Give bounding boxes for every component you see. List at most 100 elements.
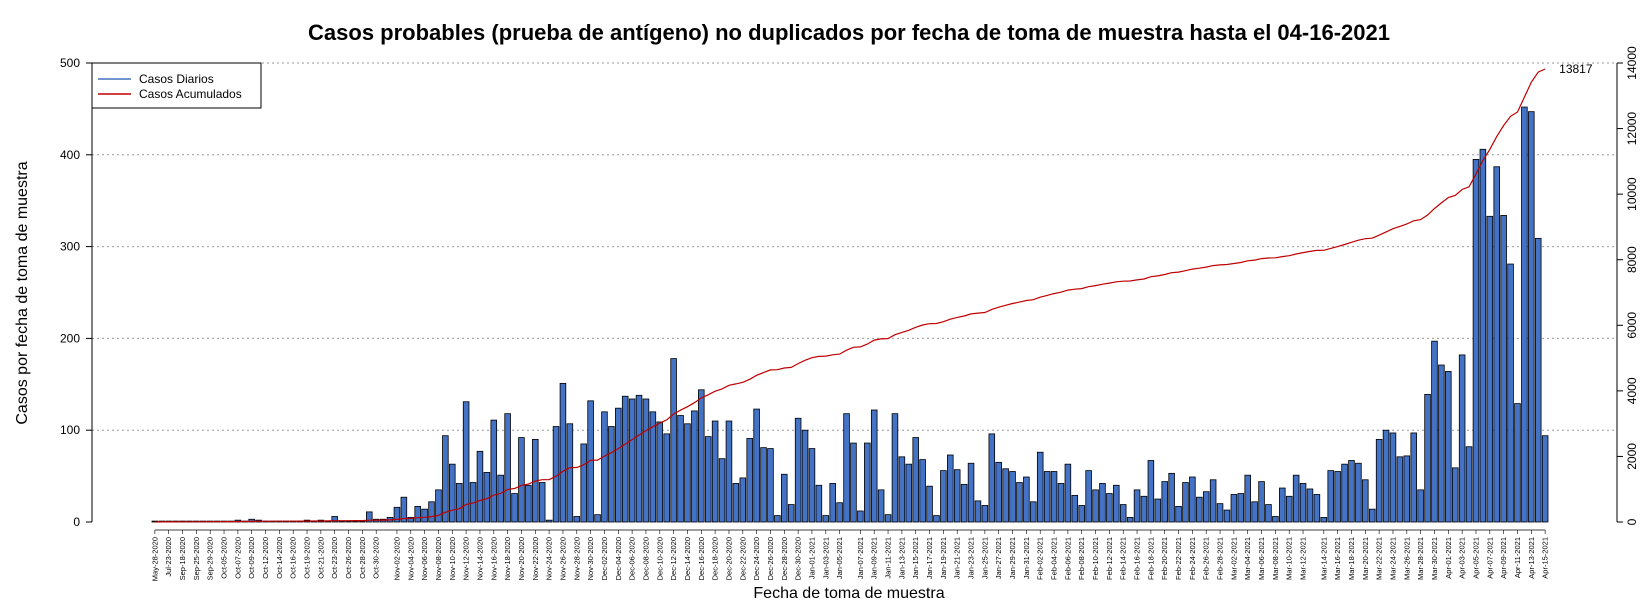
bar xyxy=(1403,455,1411,523)
bar xyxy=(1327,470,1334,523)
bar xyxy=(815,484,823,523)
bar xyxy=(435,489,442,523)
bar xyxy=(808,448,816,523)
bar xyxy=(1362,479,1369,523)
cumulative-end-label: 13817 xyxy=(1559,62,1593,76)
bar xyxy=(1306,488,1314,523)
cumulative-line xyxy=(154,68,1546,523)
x-tick-label: Oct-07-2020 xyxy=(233,537,242,579)
x-tick-label: Dec-02-2020 xyxy=(600,537,609,580)
bar xyxy=(898,456,906,523)
bar xyxy=(1472,158,1480,523)
x-tick-label: Dec-26-2020 xyxy=(766,537,775,580)
bar xyxy=(462,401,470,523)
bar xyxy=(1348,460,1355,523)
x-tick-label: Oct-05-2020 xyxy=(220,537,229,579)
x-tick-label: Mar-20-2021 xyxy=(1361,537,1370,580)
legend-box xyxy=(91,62,262,109)
bar xyxy=(1265,504,1272,523)
bar xyxy=(1161,481,1168,523)
bar xyxy=(974,500,982,523)
bar xyxy=(1168,472,1175,523)
bar xyxy=(953,469,961,523)
x-tick-label: Feb-14-2021 xyxy=(1119,537,1128,580)
x-axis: May-28-2020 Jul-23-2020 Sep-18-2020 Sep-25-… xyxy=(150,529,1550,581)
bar xyxy=(1313,494,1321,523)
bar xyxy=(1244,474,1251,523)
bar xyxy=(704,436,712,523)
bar xyxy=(760,447,767,523)
bar xyxy=(1438,364,1445,523)
x-tick-label: Oct-19-2020 xyxy=(303,537,312,579)
bar xyxy=(691,410,698,523)
x-tick-label: Feb-18-2021 xyxy=(1146,537,1155,580)
x-tick-label: Jan-15-2021 xyxy=(911,537,920,579)
y-axis-title: Casos por fecha de toma de muestra xyxy=(14,161,31,424)
bar xyxy=(1417,489,1424,523)
x-tick-label: Feb-10-2021 xyxy=(1091,537,1100,580)
bar xyxy=(960,483,968,523)
x-tick-label: Feb-26-2021 xyxy=(1202,537,1211,580)
bar xyxy=(1251,501,1258,523)
bar xyxy=(1202,491,1210,523)
x-tick-label: Jan-01-2021 xyxy=(807,537,816,579)
bar xyxy=(684,423,691,523)
bar xyxy=(1216,503,1224,523)
x-tick-label: Nov-20-2020 xyxy=(517,537,526,580)
bar xyxy=(933,515,940,523)
bar xyxy=(331,516,338,523)
bar xyxy=(407,517,415,523)
bar xyxy=(601,411,608,523)
bar xyxy=(1237,493,1245,523)
bar xyxy=(656,421,664,523)
bar xyxy=(940,470,947,523)
right-tick-label: 6000 xyxy=(1625,312,1639,339)
right-tick-label: 4000 xyxy=(1625,377,1639,404)
bar xyxy=(1230,494,1238,523)
x-tick-label: Nov-02-2020 xyxy=(392,537,401,580)
x-tick-label: Dec-16-2020 xyxy=(697,537,706,580)
x-tick-label: Apr-05-2021 xyxy=(1471,537,1480,579)
bar xyxy=(794,417,802,523)
bar xyxy=(449,463,456,523)
x-tick-label: Jan-29-2021 xyxy=(1008,537,1017,579)
x-tick-label: Nov-30-2020 xyxy=(586,537,595,580)
bar xyxy=(981,505,989,523)
x-tick-label: Oct-30-2020 xyxy=(372,537,381,579)
x-tick-label: Jan-17-2021 xyxy=(925,537,934,579)
bar xyxy=(1209,479,1217,523)
bar xyxy=(400,496,408,523)
left-tick-label: 500 xyxy=(60,56,80,70)
bar xyxy=(1451,467,1459,523)
x-tick-label: Oct-21-2020 xyxy=(316,537,325,579)
bar xyxy=(884,514,892,523)
x-tick-label: Feb-02-2021 xyxy=(1036,537,1045,580)
bar xyxy=(428,501,435,523)
x-tick-label: Nov-18-2020 xyxy=(503,537,512,580)
bar xyxy=(1382,429,1390,523)
bar xyxy=(1500,214,1507,523)
bar xyxy=(850,442,857,523)
bar xyxy=(774,515,781,523)
right-tick-label: 8000 xyxy=(1625,246,1639,273)
bar xyxy=(359,520,366,523)
bar xyxy=(1099,483,1106,523)
x-tick-label: Nov-16-2020 xyxy=(489,537,498,580)
bar xyxy=(1043,471,1051,523)
bar xyxy=(822,515,830,523)
bar xyxy=(1258,481,1265,523)
bar xyxy=(1016,482,1023,523)
bar xyxy=(580,443,587,523)
x-tick-label: Oct-14-2020 xyxy=(275,537,284,579)
x-tick-label: Nov-26-2020 xyxy=(558,537,567,580)
x-tick-label: Mar-22-2021 xyxy=(1375,537,1384,580)
x-tick-label: Nov-04-2020 xyxy=(406,537,415,580)
bar xyxy=(995,461,1002,523)
x-tick-label: Apr-11-2021 xyxy=(1513,537,1522,578)
bar xyxy=(608,426,615,523)
bar xyxy=(1182,482,1189,523)
bar xyxy=(504,413,511,523)
x-tick-label: Dec-10-2020 xyxy=(655,537,664,580)
bar xyxy=(1465,446,1473,523)
